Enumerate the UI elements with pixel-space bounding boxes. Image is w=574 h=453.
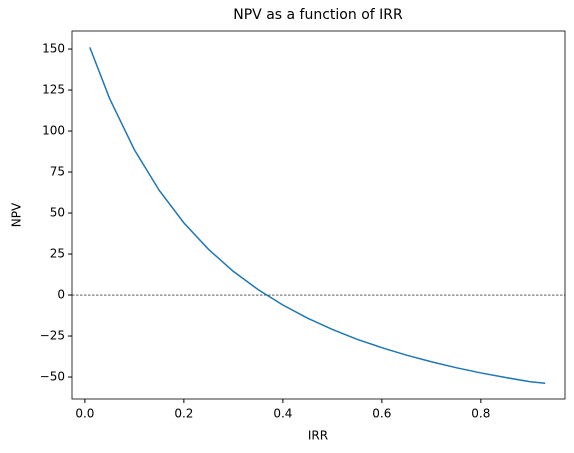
line-series — [89, 47, 546, 385]
y-tick-label: −50 — [40, 370, 65, 384]
y-tick-label: 150 — [42, 42, 65, 56]
y-tick-label: 75 — [50, 165, 65, 179]
x-tick-label: 0.6 — [372, 407, 391, 421]
y-axis-label: NPV — [10, 202, 24, 227]
x-tick-label: 0.0 — [75, 407, 94, 421]
x-tick-label: 0.8 — [471, 407, 490, 421]
y-tick-label: 125 — [42, 83, 65, 97]
y-tick-label: 25 — [50, 247, 65, 261]
x-tick-label: 0.2 — [174, 407, 193, 421]
y-tick-label: −25 — [40, 329, 65, 343]
chart-title: NPV as a function of IRR — [233, 7, 403, 23]
x-tick-label: 0.4 — [273, 407, 292, 421]
plot-frame — [71, 30, 566, 400]
x-axis-label: IRR — [308, 429, 328, 443]
y-tick-label: 100 — [42, 124, 65, 138]
y-tick-label: 0 — [57, 288, 65, 302]
y-tick-label: 50 — [50, 206, 65, 220]
